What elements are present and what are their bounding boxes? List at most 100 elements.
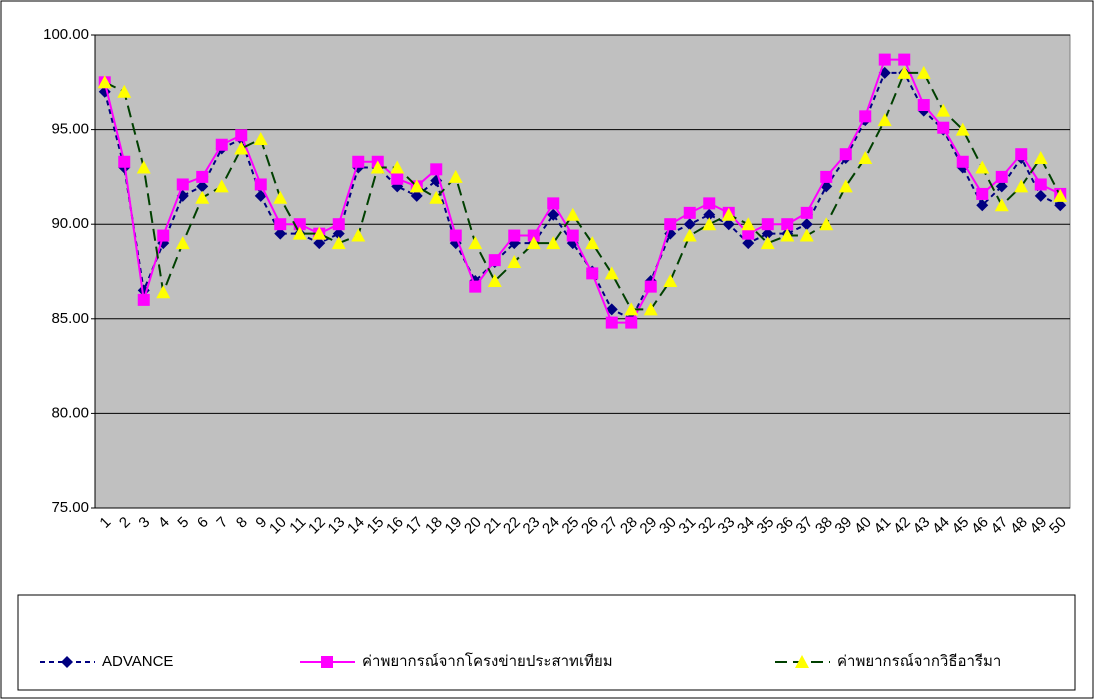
y-tick-label: 100.00 — [43, 26, 89, 43]
data-point — [370, 160, 385, 174]
data-point — [331, 236, 346, 250]
y-tick-label: 85.00 — [51, 310, 89, 327]
data-point — [273, 190, 288, 204]
data-point — [682, 228, 697, 242]
data-point — [391, 172, 404, 185]
data-point — [488, 254, 501, 267]
data-point — [352, 155, 365, 168]
data-point — [664, 218, 677, 231]
data-point — [118, 155, 131, 168]
data-point — [351, 228, 366, 242]
data-point — [468, 236, 483, 250]
data-point — [683, 206, 696, 219]
data-point — [898, 53, 911, 66]
data-point — [253, 132, 268, 146]
data-point — [332, 227, 345, 240]
data-point — [839, 148, 852, 161]
data-point — [527, 229, 540, 242]
data-point — [215, 138, 228, 151]
data-point — [136, 160, 151, 174]
data-point — [117, 84, 132, 98]
data-point — [761, 218, 774, 231]
data-point — [916, 65, 931, 79]
data-point — [936, 103, 951, 117]
data-point — [586, 267, 599, 280]
y-tick-label: 95.00 — [51, 121, 89, 138]
data-point — [254, 178, 267, 191]
data-point — [955, 122, 970, 136]
data-point — [994, 198, 1009, 212]
data-point — [1034, 189, 1047, 202]
data-point — [721, 207, 736, 221]
legend-marker — [61, 656, 73, 668]
y-tick-label: 90.00 — [51, 215, 89, 232]
data-point — [897, 65, 912, 79]
data-point — [742, 227, 755, 240]
data-point — [858, 150, 873, 164]
data-point — [449, 229, 462, 242]
data-point — [292, 226, 307, 240]
data-point — [214, 179, 229, 193]
data-point — [547, 208, 560, 221]
data-point — [1015, 148, 1028, 161]
data-point — [917, 99, 930, 112]
data-point — [547, 197, 560, 210]
data-point — [313, 237, 326, 250]
data-point — [448, 169, 463, 183]
data-point — [234, 141, 249, 155]
data-point — [585, 236, 600, 250]
data-point — [780, 228, 795, 242]
data-point — [235, 129, 248, 142]
data-point — [975, 160, 990, 174]
data-point — [859, 110, 872, 123]
plot-area — [94, 34, 1071, 509]
data-point — [97, 75, 112, 89]
data-point — [742, 237, 755, 250]
data-point — [800, 206, 813, 219]
data-point — [643, 302, 658, 316]
data-point — [956, 155, 969, 168]
data-point — [507, 255, 522, 269]
data-point — [702, 217, 717, 231]
data-point — [878, 53, 891, 66]
legend-marker — [795, 655, 809, 668]
data-point — [274, 218, 287, 231]
legend-label: ADVANCE — [102, 653, 173, 670]
data-point — [799, 228, 814, 242]
data-point — [1054, 199, 1067, 212]
data-point — [176, 178, 189, 191]
data-point — [195, 190, 210, 204]
data-point — [625, 316, 638, 329]
legend-label: ค่าพยากรณ์จากวิธีอารีมา — [837, 653, 1001, 670]
data-point — [820, 170, 833, 183]
data-point — [624, 302, 639, 316]
data-point — [156, 285, 171, 299]
data-point — [487, 273, 502, 287]
data-point — [508, 229, 521, 242]
legend-label: ค่าพยากรณ์จากโครงข่ายประสาทเทียม — [362, 652, 613, 670]
data-point — [196, 170, 209, 183]
data-point — [546, 236, 561, 250]
data-point — [995, 180, 1008, 193]
data-point — [429, 190, 444, 204]
data-point — [175, 236, 190, 250]
data-point — [937, 121, 950, 134]
data-point — [332, 218, 345, 231]
y-tick-label: 75.00 — [51, 499, 89, 516]
data-point — [819, 217, 834, 231]
legend-box — [17, 594, 1076, 691]
data-point — [430, 163, 443, 176]
data-point — [469, 280, 482, 293]
data-point — [1034, 178, 1047, 191]
data-point — [312, 226, 327, 240]
data-point — [409, 179, 424, 193]
y-tick-label: 80.00 — [51, 404, 89, 421]
data-point — [644, 280, 657, 293]
data-point — [137, 293, 150, 306]
data-point — [566, 229, 579, 242]
data-point — [274, 227, 287, 240]
data-point — [877, 113, 892, 127]
data-point — [604, 266, 619, 280]
data-point — [781, 218, 794, 231]
